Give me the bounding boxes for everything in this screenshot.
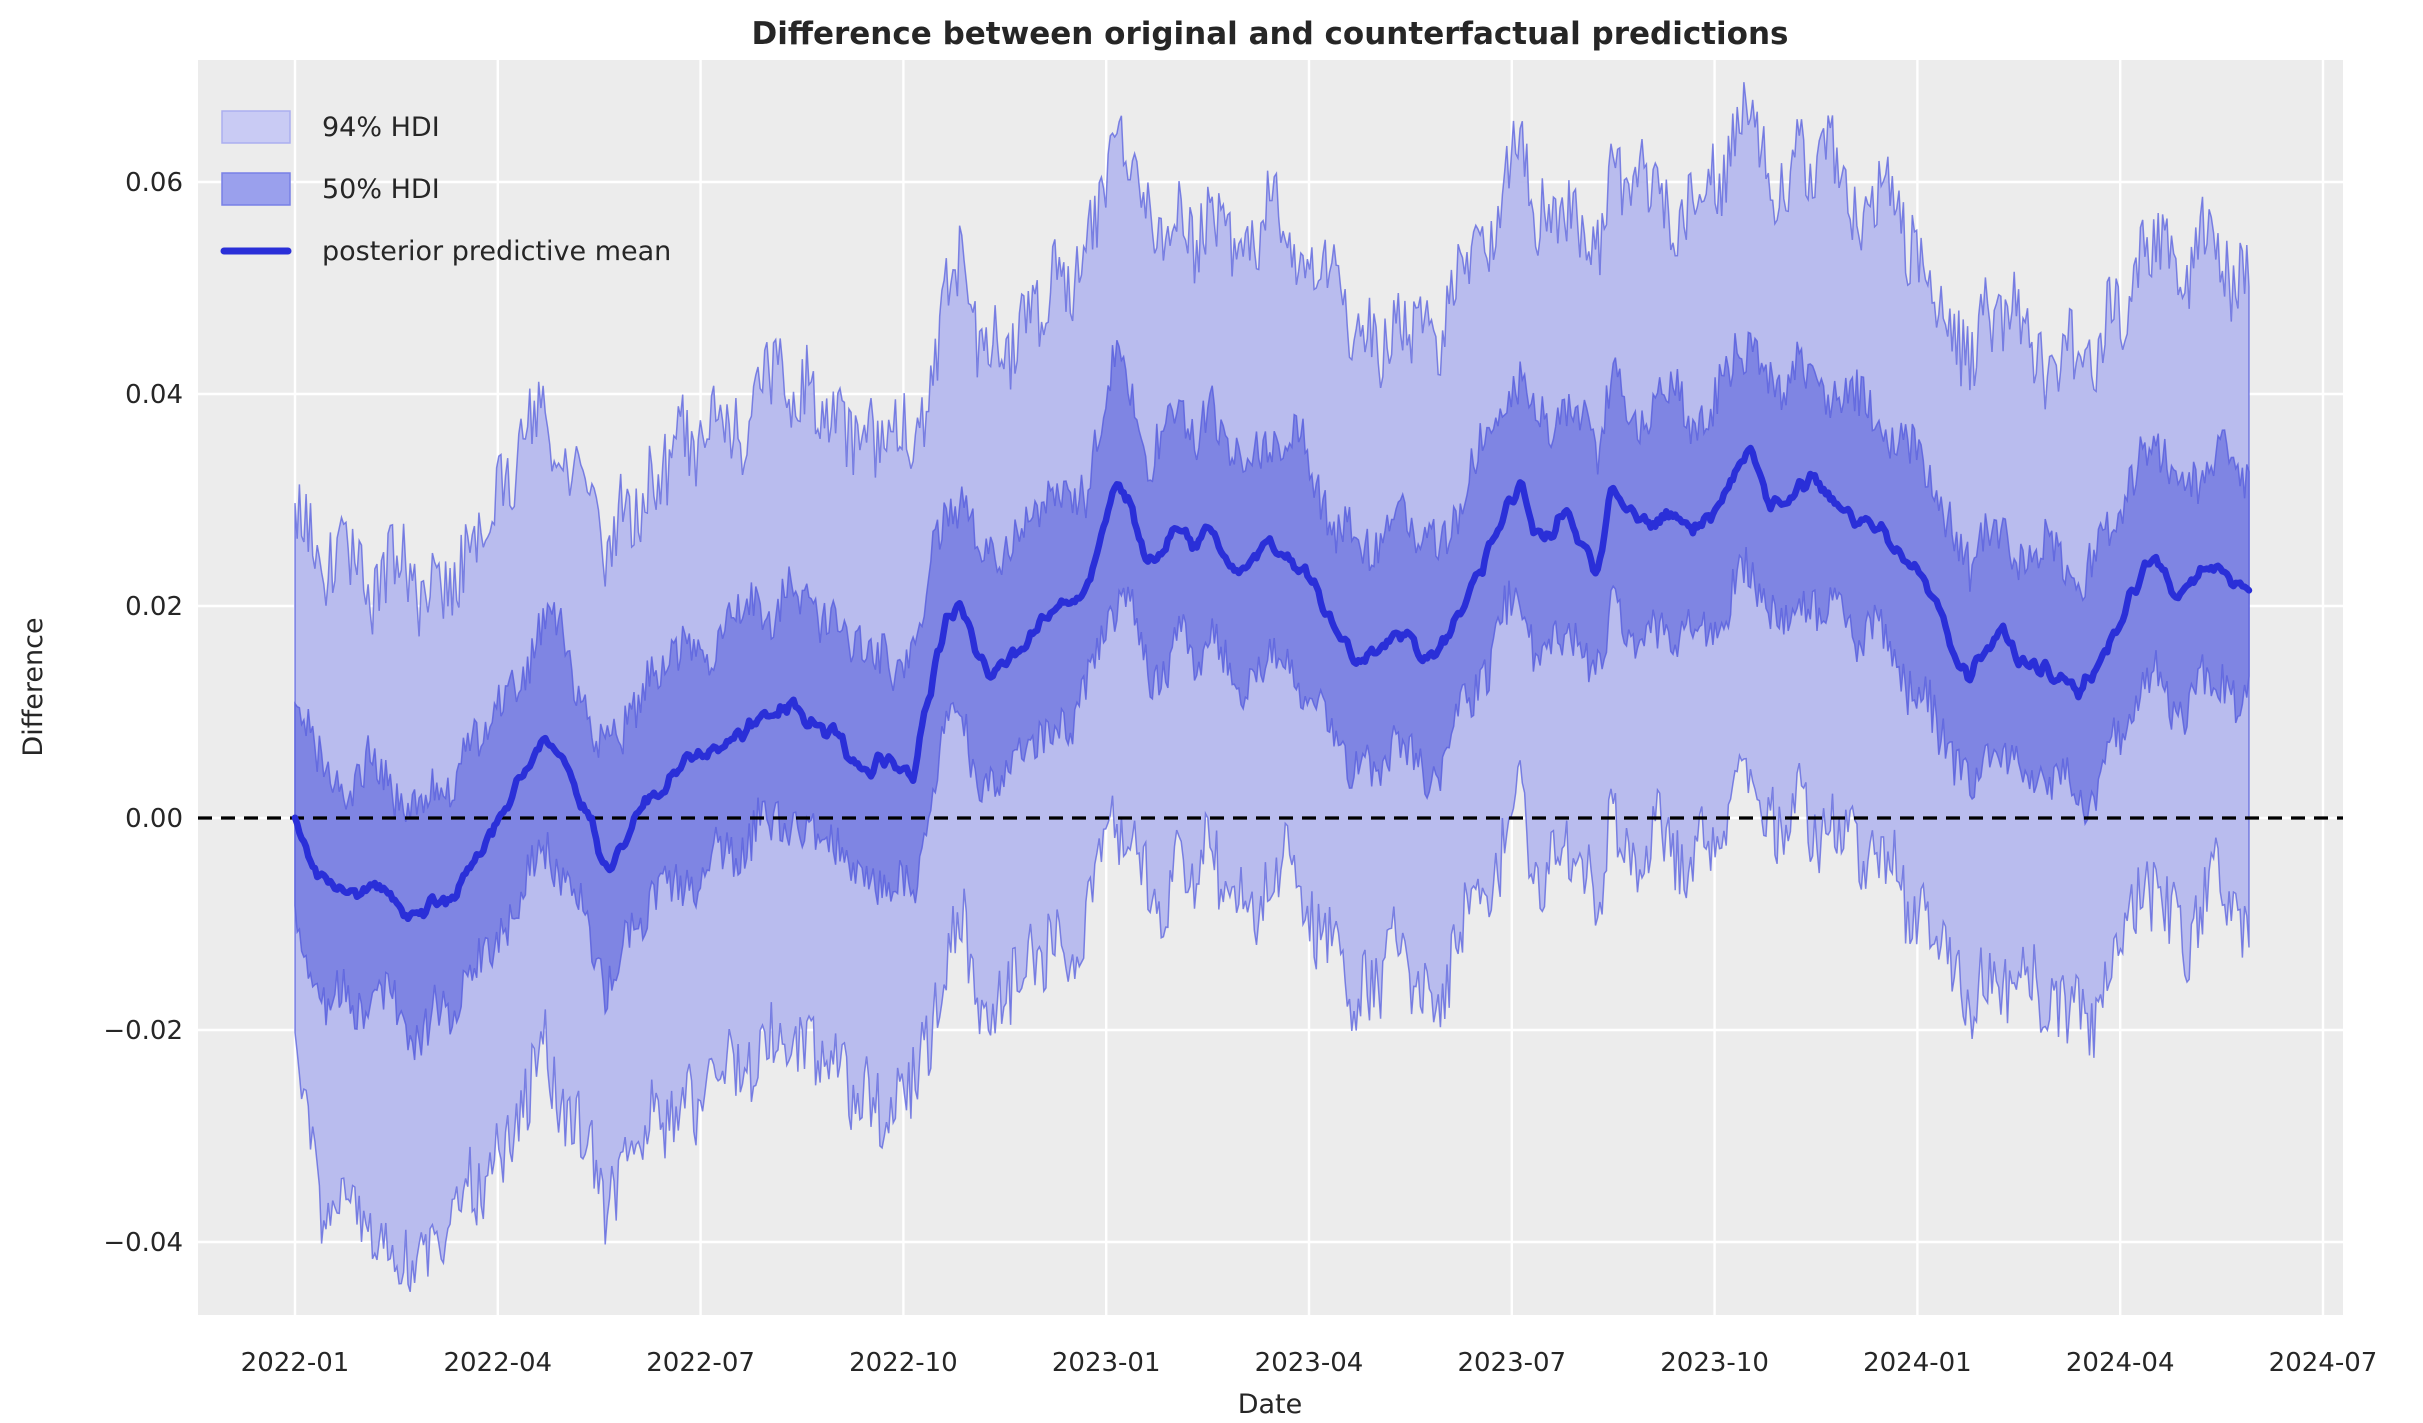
x-tick-label: 2023-01: [1052, 1348, 1161, 1378]
x-tick-label: 2022-10: [849, 1348, 958, 1378]
y-tick-label: 0.06: [125, 168, 183, 198]
legend-label-50-hdi: 50% HDI: [322, 174, 440, 205]
x-tick-label: 2022-07: [646, 1348, 755, 1378]
x-axis-tick-labels: 2022-01 2022-04 2022-07 2022-10 2023-01 2023-…: [241, 1348, 2378, 1378]
y-tick-label: 0.00: [125, 804, 183, 834]
x-tick-label: 2023-04: [1255, 1348, 1364, 1378]
x-tick-label: 2024-01: [1863, 1348, 1972, 1378]
legend-label-posterior-mean: posterior predictive mean: [322, 236, 671, 267]
y-axis-tick-labels: 0.06 0.04 0.02 0.00 −0.02 −0.04: [103, 168, 183, 1258]
posterior-mean-path: [291, 444, 2253, 923]
x-axis-label: Date: [1238, 1389, 1303, 1420]
x-tick-label: 2022-04: [443, 1348, 552, 1378]
x-tick-label: 2022-01: [241, 1348, 350, 1378]
legend-label-94-hdi: 94% HDI: [322, 112, 440, 143]
hdi-50-band: [294, 331, 2250, 1061]
y-tick-label: −0.04: [103, 1228, 183, 1258]
legend-swatch-50-hdi: [221, 172, 291, 206]
hdi-bands: [294, 82, 2250, 1293]
y-tick-label: −0.02: [103, 1016, 183, 1046]
x-tick-label: 2023-07: [1457, 1348, 1566, 1378]
x-tick-label: 2023-10: [1660, 1348, 1769, 1378]
legend: 94% HDI 50% HDI posterior predictive mea…: [220, 110, 671, 267]
y-tick-label: 0.04: [125, 380, 183, 410]
legend-swatch-94-hdi: [221, 110, 291, 144]
posterior-mean-line: [291, 444, 2253, 923]
y-tick-label: 0.02: [125, 592, 183, 622]
x-tick-label: 2024-04: [2066, 1348, 2175, 1378]
chart-title: Difference between original and counterf…: [752, 16, 1789, 52]
y-axis-label: Difference: [18, 617, 49, 756]
x-tick-label: 2024-07: [2269, 1348, 2378, 1378]
